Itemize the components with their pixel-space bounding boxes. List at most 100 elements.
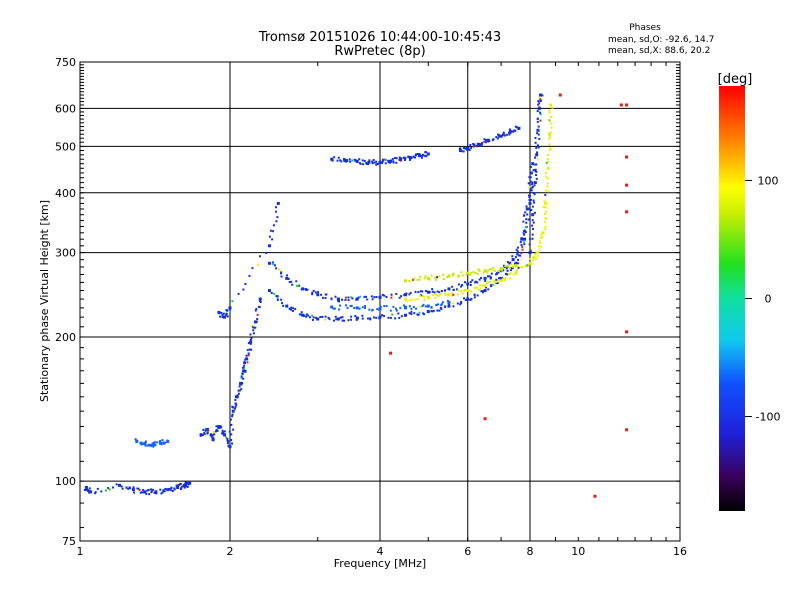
data-point [108,488,111,491]
data-point [529,176,532,179]
data-point [471,279,474,282]
data-point [225,436,228,439]
data-point [334,295,337,298]
data-point [486,138,490,142]
data-point [531,213,535,217]
data-point [155,492,158,495]
data-point [385,295,388,298]
data-point [550,126,553,129]
data-point [373,316,376,319]
data-point [521,266,524,269]
data-point [489,268,492,271]
data-point [477,268,480,271]
data-point [315,316,318,319]
chart-title: Tromsø 20151026 10:44:00-10:45:43 [258,30,501,45]
data-point [451,285,454,288]
data-point [493,281,496,284]
data-point [489,280,492,283]
data-point [400,295,403,298]
data-point [437,303,440,306]
data-point [269,229,272,232]
data-point [265,251,268,254]
data-point [345,159,348,162]
data-point [530,189,533,192]
data-point [207,429,210,432]
data-point [369,317,372,320]
data-point [476,294,479,297]
data-point [480,290,483,293]
data-point [452,272,455,275]
data-point [439,292,442,295]
data-point [271,238,274,241]
data-point [533,253,536,256]
data-point [537,245,540,248]
data-point [481,290,484,293]
data-point [354,159,357,162]
data-point [186,482,189,485]
data-point [236,394,239,397]
data-point [228,306,232,310]
data-point [355,297,359,301]
data-point [179,482,182,485]
data-point [375,296,378,299]
data-point [351,297,354,300]
data-point [375,316,378,319]
data-point [227,445,230,448]
data-point [244,283,247,286]
data-point [135,439,138,442]
data-point [504,279,507,282]
data-point [474,144,477,147]
data-point [325,293,328,296]
data-point [423,313,426,316]
data-point [132,486,135,489]
data-point [286,274,289,277]
data-point [147,488,150,491]
data-point [388,161,391,164]
data-point [367,317,370,320]
data-point [183,486,186,489]
data-point [201,434,204,437]
data-point [426,304,430,308]
data-point [412,305,415,308]
data-point [536,157,539,160]
data-point [362,163,365,166]
data-point [258,299,261,302]
data-point [270,291,273,294]
data-point [173,488,176,491]
y-tick-label: 500 [55,140,76,153]
data-point [358,158,361,161]
data-point [159,439,162,442]
data-point [166,440,170,444]
data-point [511,267,514,270]
data-point [442,278,445,281]
data-point [501,278,504,281]
data-point [451,302,454,305]
y-tick-label: 75 [62,535,76,548]
data-point [430,274,433,277]
data-point [311,314,314,317]
data-point [425,151,428,154]
data-point [483,289,487,293]
data-point [148,444,151,447]
data-point [202,428,205,431]
data-point [625,210,629,214]
data-point [456,275,459,278]
data-point [483,138,486,141]
data-point [539,98,542,101]
data-point [470,146,473,149]
data-point [476,286,479,289]
data-point [477,289,480,292]
data-point [314,291,317,294]
data-point [185,481,188,484]
data-point [228,445,232,449]
data-point [460,290,463,293]
data-point [593,494,597,498]
data-point [447,301,451,305]
data-point [211,434,214,437]
data-point [470,297,473,300]
data-point [357,296,360,299]
data-point [482,291,485,294]
data-point [144,444,147,447]
data-point [232,428,235,431]
data-point [514,261,518,265]
